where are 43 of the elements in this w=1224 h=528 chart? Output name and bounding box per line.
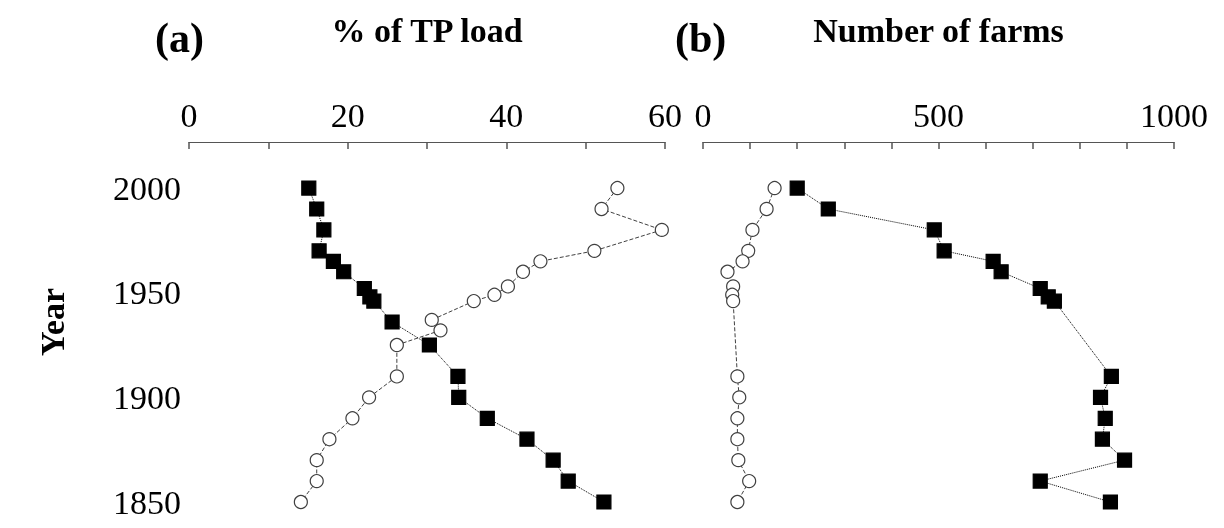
- point: [1092, 389, 1109, 405]
- point: [767, 180, 782, 196]
- point: [993, 264, 1009, 280]
- x-tick-label: 20: [330, 96, 365, 134]
- x-axis-title: % of TP load: [331, 11, 523, 49]
- point: [926, 222, 942, 238]
- point: [730, 411, 745, 426]
- x-tick-label: 500: [913, 96, 964, 134]
- x-tick-label: 1000: [1140, 96, 1208, 134]
- point: [1032, 473, 1048, 489]
- point: [759, 201, 774, 217]
- y-tick-label: 1850: [113, 483, 181, 521]
- x-tick-label: 40: [489, 96, 524, 134]
- point: [789, 180, 805, 196]
- chart-title: (b): [675, 15, 727, 62]
- point: [1102, 494, 1119, 510]
- chart-title: (a): [155, 15, 204, 62]
- point: [1094, 431, 1111, 447]
- point: [1116, 452, 1133, 468]
- x-tick-label: 0: [180, 96, 198, 134]
- point: [742, 473, 757, 489]
- point: [730, 494, 745, 510]
- point: [745, 222, 760, 237]
- y-tick-label: 1950: [113, 274, 181, 312]
- point: [1097, 410, 1113, 426]
- x-axis-title: Number of farms: [813, 11, 1064, 49]
- point: [936, 243, 952, 259]
- point: [735, 254, 750, 269]
- point: [720, 264, 735, 279]
- point: [820, 201, 836, 217]
- point: [730, 369, 745, 384]
- point: [741, 243, 756, 258]
- point: [731, 453, 746, 468]
- point: [726, 293, 741, 309]
- x-tick-label: 60: [648, 96, 682, 134]
- point: [732, 390, 747, 405]
- point: [730, 432, 745, 447]
- y-axis-title: Year: [33, 288, 71, 356]
- y-tick-label: 1900: [113, 378, 181, 416]
- y-tick-label: 2000: [113, 169, 181, 207]
- point: [1103, 368, 1119, 385]
- point: [1046, 293, 1062, 309]
- x-tick-label: 0: [694, 96, 712, 134]
